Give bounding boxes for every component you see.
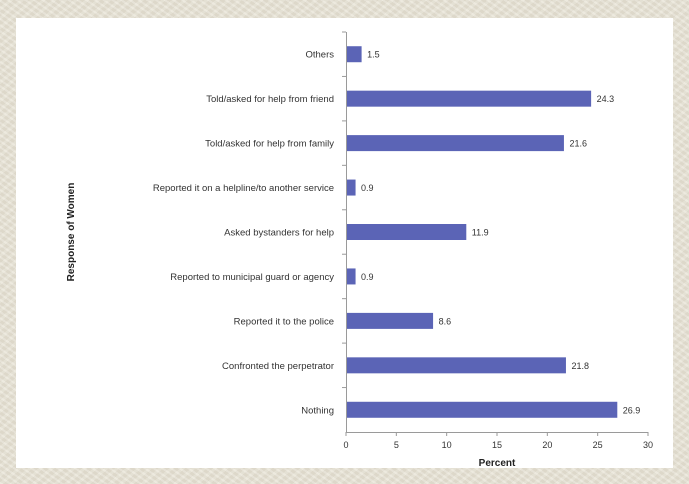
x-tick-label: 5: [394, 440, 399, 450]
data-label: 24.3: [597, 94, 615, 104]
chart-panel: Others Told/asked for help from friend Tol…: [16, 18, 673, 468]
x-tick-label: 20: [542, 440, 552, 450]
bars: [346, 46, 618, 418]
bar: [346, 135, 564, 152]
x-axis-title: Percent: [479, 458, 516, 468]
bar: [346, 312, 434, 329]
x-tick-label: 15: [492, 440, 502, 450]
category-label: Told/asked for help from family: [205, 139, 334, 150]
category-label: Asked bystanders for help: [224, 228, 334, 239]
data-label: 1.5: [367, 50, 380, 60]
data-label: 0.9: [361, 183, 374, 193]
bar: [346, 179, 356, 196]
bar: [346, 46, 362, 63]
x-tick-labels: 0 5 10 15 20 25 30: [343, 432, 653, 450]
category-label: Reported to municipal guard or agency: [170, 272, 334, 283]
bar: [346, 357, 566, 374]
category-label: Reported it on a helpline/to another ser…: [153, 183, 334, 194]
bar-chart: Others Told/asked for help from friend Tol…: [66, 31, 653, 468]
category-label: Told/asked for help from friend: [206, 94, 334, 105]
data-label: 21.8: [571, 361, 589, 371]
bar: [346, 90, 592, 107]
bar: [346, 224, 467, 240]
category-label: Reported it to the police: [234, 316, 334, 327]
data-label: 11.9: [472, 228, 489, 238]
data-labels: 1.5 24.3 21.6 0.9 11.9 0.9 8.6 21.8 26.9: [361, 50, 640, 416]
bar: [346, 268, 356, 285]
category-labels: Others Told/asked for help from friend Tol…: [153, 31, 346, 416]
category-label: Confronted the perpetrator: [222, 361, 334, 372]
bar: [346, 401, 618, 418]
category-label: Others: [305, 50, 334, 61]
y-axis-title: Response of Women: [66, 183, 77, 282]
x-tick-label: 25: [593, 440, 603, 450]
data-label: 8.6: [439, 316, 452, 326]
x-tick-label: 30: [643, 440, 653, 450]
x-tick-label: 10: [442, 440, 452, 450]
data-label: 21.6: [569, 139, 587, 149]
data-label: 26.9: [623, 405, 641, 415]
data-label: 0.9: [361, 272, 374, 282]
x-tick-label: 0: [343, 440, 348, 450]
category-label: Nothing: [301, 405, 334, 416]
